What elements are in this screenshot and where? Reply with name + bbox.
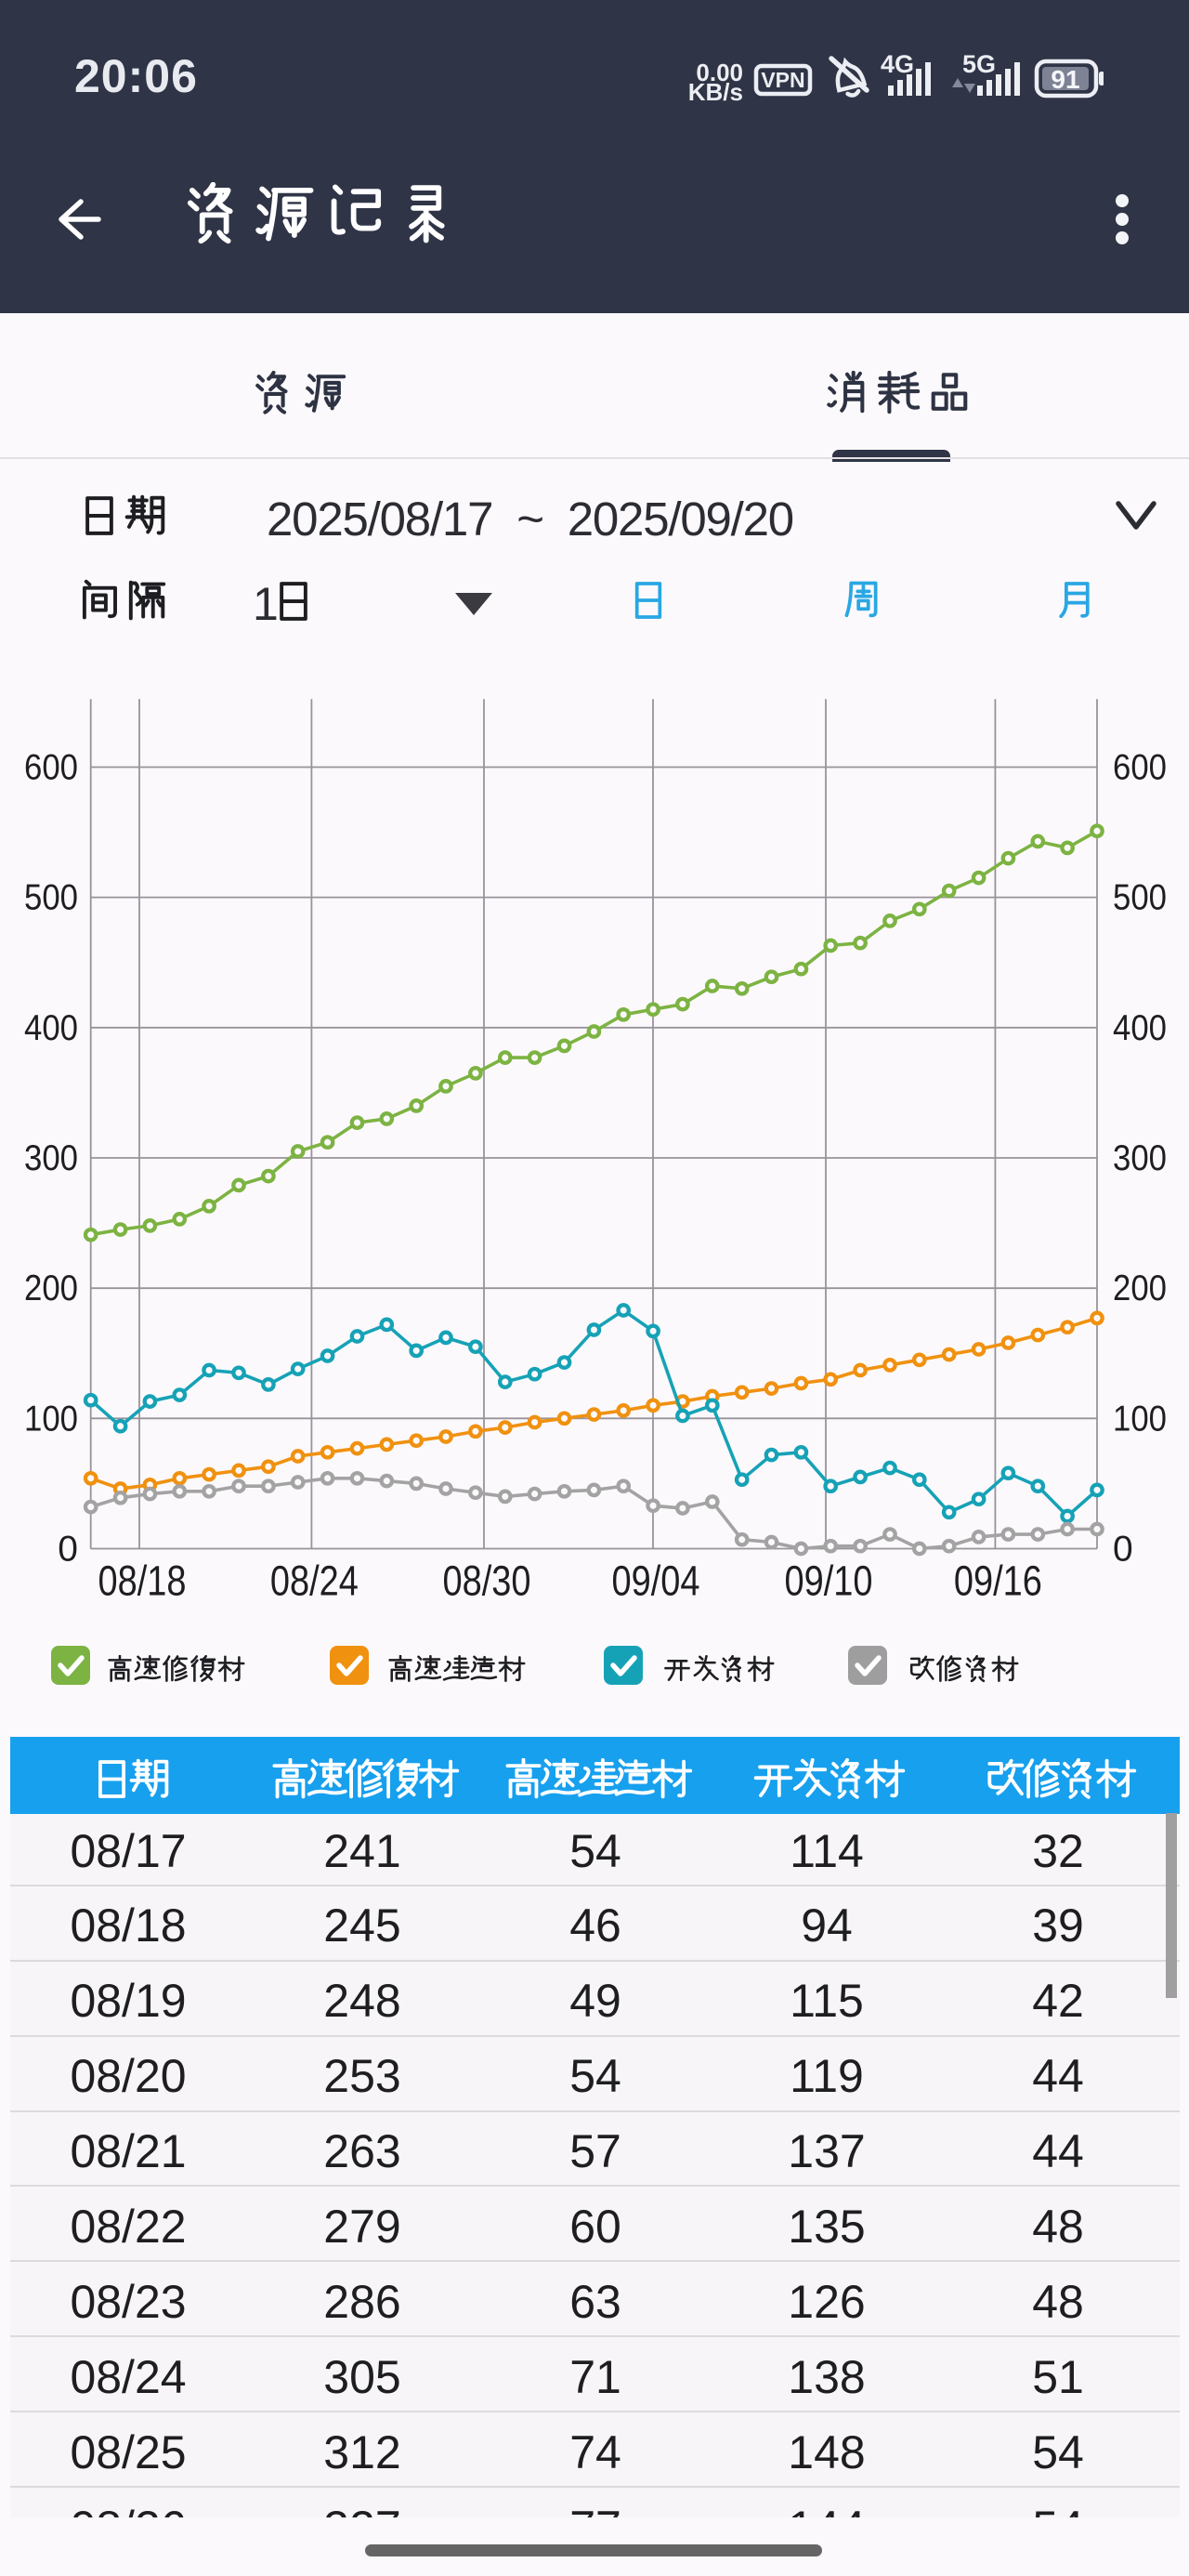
svg-text:0.00: 0.00 <box>696 59 743 86</box>
svg-text:400: 400 <box>1113 1008 1167 1048</box>
svg-text:08/18: 08/18 <box>98 1557 187 1599</box>
svg-text:200: 200 <box>1113 1268 1167 1308</box>
svg-text:0: 0 <box>1113 1530 1133 1570</box>
svg-text:400: 400 <box>24 1008 78 1048</box>
svg-text:600: 600 <box>1113 748 1167 788</box>
svg-text:100: 100 <box>1113 1399 1167 1439</box>
svg-text:91: 91 <box>1051 65 1079 94</box>
svg-text:500: 500 <box>24 878 78 918</box>
svg-text:500: 500 <box>1113 878 1167 918</box>
svg-text:09/04: 09/04 <box>612 1557 700 1599</box>
svg-text:100: 100 <box>24 1399 78 1439</box>
svg-text:4G: 4G <box>881 50 914 78</box>
svg-text:VPN: VPN <box>761 68 804 92</box>
svg-text:600: 600 <box>24 748 78 788</box>
svg-text:200: 200 <box>24 1268 78 1308</box>
svg-text:0: 0 <box>58 1530 78 1570</box>
svg-text:300: 300 <box>1113 1138 1167 1178</box>
svg-text:300: 300 <box>24 1138 78 1178</box>
svg-text:09/16: 09/16 <box>954 1557 1042 1599</box>
svg-text:08/24: 08/24 <box>270 1557 359 1599</box>
svg-text:5G: 5G <box>962 50 996 78</box>
svg-text:09/10: 09/10 <box>785 1557 873 1599</box>
svg-text:08/30: 08/30 <box>443 1557 531 1599</box>
svg-text:KB/s: KB/s <box>688 78 743 106</box>
